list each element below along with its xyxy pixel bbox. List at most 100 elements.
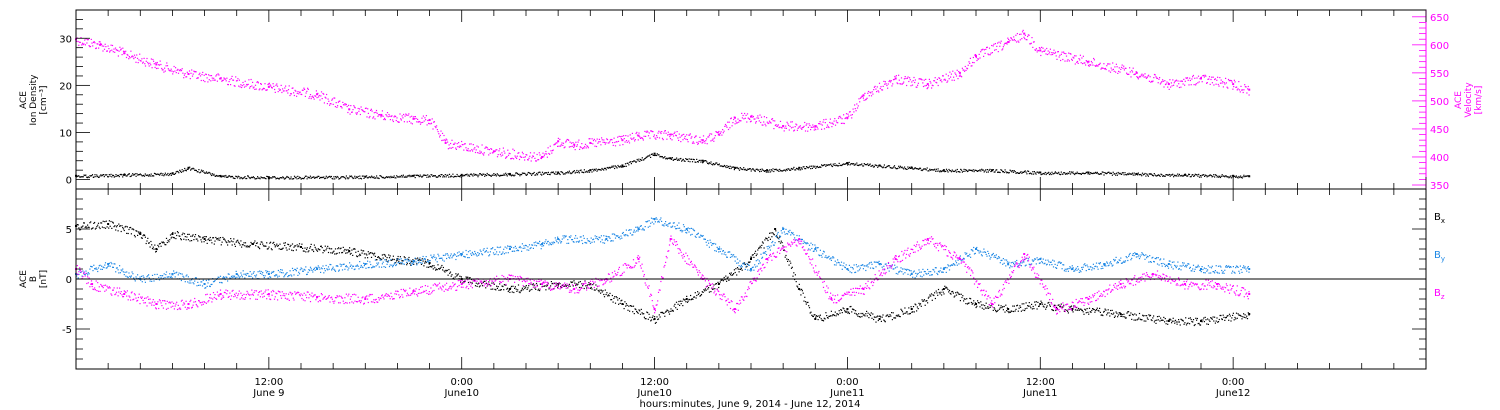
velocity-series-sample <box>527 159 529 161</box>
velocity-series-sample <box>360 106 362 108</box>
density-series-sample <box>1116 174 1118 176</box>
velocity-series-sample <box>147 61 149 64</box>
density-series-sample <box>451 176 453 178</box>
velocity-series-sample <box>948 78 950 80</box>
velocity-series-sample <box>307 87 309 89</box>
by-series-sample <box>236 276 238 278</box>
density-series-sample <box>241 178 244 180</box>
bx-series-sample <box>827 317 829 319</box>
velocity-series-sample <box>172 73 174 75</box>
density-series-sample <box>329 176 332 178</box>
velocity-series-sample <box>1140 74 1142 76</box>
density-series-sample <box>1098 173 1100 175</box>
by-series-sample <box>292 269 294 272</box>
density-series-sample <box>997 171 999 173</box>
bx-series-sample <box>884 320 886 322</box>
velocity-series-sample <box>812 124 814 126</box>
velocity-series-sample <box>1126 73 1128 75</box>
bx-series-sample <box>1185 324 1188 326</box>
velocity-series-sample <box>94 42 96 44</box>
density-series-sample <box>690 158 692 160</box>
bx-series-sample <box>173 237 175 239</box>
density-series-sample <box>1128 172 1130 174</box>
density-series-sample <box>499 175 501 177</box>
density-series-sample <box>415 174 417 176</box>
velocity-series-sample <box>886 84 888 87</box>
bx-series-sample <box>765 237 768 240</box>
bx-series-sample <box>1025 302 1027 304</box>
by-series-sample <box>123 274 125 276</box>
density-series-sample <box>748 168 751 170</box>
bx-series-sample <box>836 313 838 315</box>
by-series-sample <box>116 267 118 269</box>
velocity-series-sample <box>688 134 690 136</box>
bx-series-sample <box>295 249 297 251</box>
by-series-sample <box>79 271 82 273</box>
bx-series-sample <box>691 298 693 300</box>
velocity-series-sample <box>543 154 545 156</box>
velocity-series-sample <box>936 82 938 84</box>
density-series-sample <box>733 166 735 168</box>
velocity-series-sample <box>285 90 287 92</box>
velocity-series-sample <box>213 77 215 79</box>
velocity-series-sample <box>93 41 95 43</box>
density-series-sample <box>737 167 739 169</box>
velocity-series-sample <box>472 144 474 146</box>
density-series-sample <box>368 176 370 178</box>
bx-series-sample <box>484 280 486 282</box>
velocity-series-sample <box>613 137 615 139</box>
velocity-series-sample <box>1203 76 1205 78</box>
bx-series-sample <box>1188 317 1190 319</box>
velocity-series-sample <box>1084 62 1086 64</box>
bx-series-sample <box>306 247 308 249</box>
density-series-sample <box>1130 173 1132 175</box>
bx-series-sample <box>475 282 477 284</box>
velocity-series-sample <box>815 125 818 127</box>
density-series-sample <box>204 172 206 174</box>
density-series-sample <box>1136 173 1138 175</box>
velocity-series-sample <box>1105 68 1107 71</box>
velocity-series-sample <box>1226 86 1228 88</box>
by-series-sample <box>122 268 124 270</box>
bx-series-sample <box>1002 309 1004 311</box>
bx-series-sample <box>1192 319 1195 321</box>
density-series-sample <box>991 169 994 171</box>
velocity-series-sample <box>393 116 395 118</box>
bx-series-point <box>348 250 351 252</box>
density-series <box>75 152 1251 180</box>
bx-series-sample <box>194 236 196 238</box>
density-series-sample <box>156 173 158 175</box>
density-series-sample <box>293 178 295 180</box>
velocity-series-sample <box>503 150 505 152</box>
velocity-series-sample <box>736 122 738 124</box>
bx-series-sample <box>155 250 157 252</box>
density-series-sample <box>404 176 406 178</box>
velocity-series-sample <box>841 118 843 120</box>
density-series-sample <box>924 168 926 170</box>
density-series-sample <box>827 164 829 166</box>
density-series-sample <box>76 175 78 177</box>
by-series-point <box>637 228 640 230</box>
velocity-series-sample <box>1180 86 1182 88</box>
bx-series-sample <box>905 312 907 314</box>
velocity-series-sample <box>774 124 776 127</box>
velocity-series-sample <box>873 89 875 91</box>
bx-series-sample <box>392 258 394 260</box>
bx-series-sample <box>815 316 817 318</box>
bx-series-sample <box>1113 312 1115 314</box>
velocity-series-sample <box>966 68 969 70</box>
velocity-series-sample <box>307 88 309 90</box>
velocity-series-sample <box>697 143 699 145</box>
bx-series-sample <box>996 310 998 312</box>
velocity-series-sample <box>488 149 490 151</box>
velocity-series-sample <box>329 104 331 106</box>
velocity-series-sample <box>1243 89 1245 91</box>
density-series-sample <box>1062 173 1064 175</box>
bx-series-sample <box>494 288 496 290</box>
velocity-series-sample <box>1239 91 1241 93</box>
bx-series-sample <box>1168 318 1170 320</box>
velocity-series-sample <box>1179 80 1181 82</box>
density-series-sample <box>672 159 674 161</box>
by-series-sample <box>277 269 279 272</box>
bx-series-sample <box>905 311 908 313</box>
